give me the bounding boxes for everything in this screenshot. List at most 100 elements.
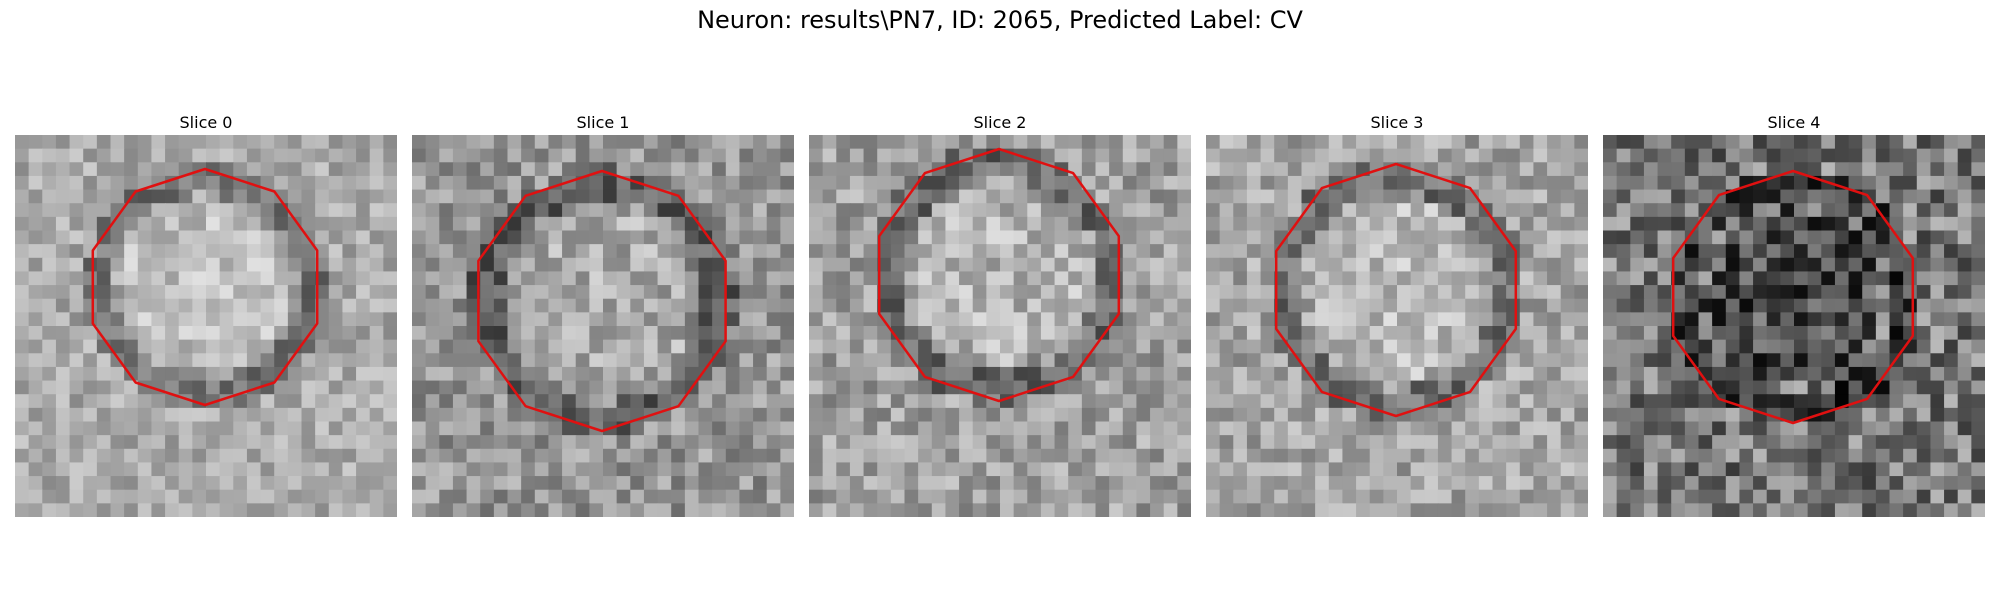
pixel bbox=[1424, 380, 1439, 395]
pixel bbox=[1109, 394, 1124, 409]
pixel bbox=[110, 148, 125, 163]
pixel bbox=[219, 203, 234, 218]
pixel bbox=[1219, 503, 1234, 517]
pixel bbox=[1875, 257, 1891, 273]
pixel bbox=[616, 148, 631, 163]
pixel bbox=[1889, 148, 1904, 163]
pixel bbox=[124, 380, 139, 395]
pixel bbox=[562, 353, 577, 368]
pixel bbox=[28, 435, 43, 450]
pixel bbox=[274, 339, 289, 354]
pixel bbox=[809, 366, 824, 382]
pixel bbox=[1739, 162, 1754, 177]
pixel bbox=[809, 394, 824, 409]
pixel bbox=[1725, 285, 1741, 300]
pixel bbox=[1027, 285, 1042, 300]
pixel bbox=[1875, 353, 1891, 368]
pixel bbox=[603, 476, 618, 491]
pixel bbox=[1356, 326, 1371, 341]
pixel bbox=[1492, 448, 1507, 464]
pixel bbox=[836, 448, 851, 464]
pixel bbox=[1301, 462, 1316, 477]
pixel bbox=[1274, 189, 1289, 204]
pixel bbox=[1246, 175, 1262, 191]
pixel bbox=[328, 435, 344, 450]
pixel bbox=[1603, 421, 1618, 436]
pixel bbox=[1013, 271, 1028, 286]
figure-title: Neuron: results\PN7, ID: 2065, Predicted… bbox=[697, 6, 1303, 34]
pixel bbox=[1410, 380, 1425, 395]
pixel bbox=[1246, 162, 1262, 177]
pixel bbox=[725, 135, 741, 150]
pixel bbox=[1040, 326, 1056, 341]
pixel bbox=[1492, 203, 1507, 218]
pixel bbox=[1136, 394, 1151, 409]
pixel bbox=[1739, 489, 1754, 504]
pixel bbox=[1342, 148, 1357, 163]
pixel bbox=[1643, 476, 1659, 491]
pixel bbox=[480, 380, 495, 395]
pixel bbox=[945, 326, 960, 341]
pixel bbox=[1274, 271, 1289, 286]
pixel bbox=[124, 462, 139, 477]
pixel bbox=[657, 435, 672, 450]
pixel bbox=[904, 203, 919, 218]
pixel bbox=[1603, 326, 1618, 341]
pixel bbox=[246, 189, 262, 204]
pixel bbox=[178, 407, 193, 423]
pixel bbox=[1068, 298, 1083, 313]
pixel bbox=[657, 353, 672, 368]
pixel bbox=[1301, 407, 1316, 423]
pixel bbox=[1451, 230, 1466, 245]
pixel bbox=[315, 162, 330, 177]
pixel bbox=[1163, 326, 1178, 341]
pixel bbox=[1848, 175, 1863, 191]
pixel bbox=[1356, 339, 1371, 354]
pixel bbox=[28, 230, 43, 245]
pixel bbox=[1492, 285, 1507, 300]
pixel bbox=[616, 489, 631, 504]
pixel bbox=[972, 285, 987, 300]
pixel bbox=[1054, 407, 1069, 423]
pixel bbox=[369, 135, 384, 150]
pixel bbox=[1342, 476, 1357, 491]
pixel bbox=[287, 189, 303, 204]
pixel bbox=[1315, 230, 1330, 245]
pixel bbox=[1657, 326, 1672, 341]
pixel bbox=[1807, 285, 1822, 300]
pixel bbox=[698, 503, 713, 517]
pixel bbox=[1177, 298, 1191, 313]
pixel bbox=[1630, 476, 1645, 491]
pixel bbox=[507, 271, 522, 286]
pixel bbox=[1356, 271, 1371, 286]
slice-image bbox=[809, 135, 1191, 517]
pixel bbox=[383, 503, 397, 517]
pixel bbox=[630, 448, 645, 464]
pixel bbox=[315, 326, 330, 341]
pixel bbox=[822, 339, 837, 354]
pixel bbox=[274, 257, 289, 273]
pixel bbox=[1274, 257, 1289, 273]
pixel bbox=[1848, 230, 1863, 245]
pixel bbox=[178, 175, 193, 191]
pixel bbox=[1136, 380, 1151, 395]
pixel bbox=[1260, 216, 1275, 232]
pixel bbox=[274, 503, 289, 517]
pixel bbox=[1684, 394, 1700, 409]
pixel bbox=[1301, 216, 1316, 232]
pixel bbox=[1916, 366, 1932, 382]
pixel bbox=[986, 421, 1001, 436]
pixel bbox=[137, 394, 153, 409]
pixel bbox=[1424, 407, 1439, 423]
pixel bbox=[1780, 407, 1795, 423]
pixel bbox=[959, 312, 974, 327]
pixel bbox=[1971, 326, 1985, 341]
pixel bbox=[1081, 476, 1097, 491]
pixel bbox=[137, 189, 153, 204]
pixel bbox=[1356, 489, 1371, 504]
pixel bbox=[1794, 421, 1809, 436]
pixel bbox=[1780, 462, 1795, 477]
pixel bbox=[1287, 435, 1303, 450]
pixel bbox=[1437, 271, 1453, 286]
pixel bbox=[1095, 285, 1110, 300]
